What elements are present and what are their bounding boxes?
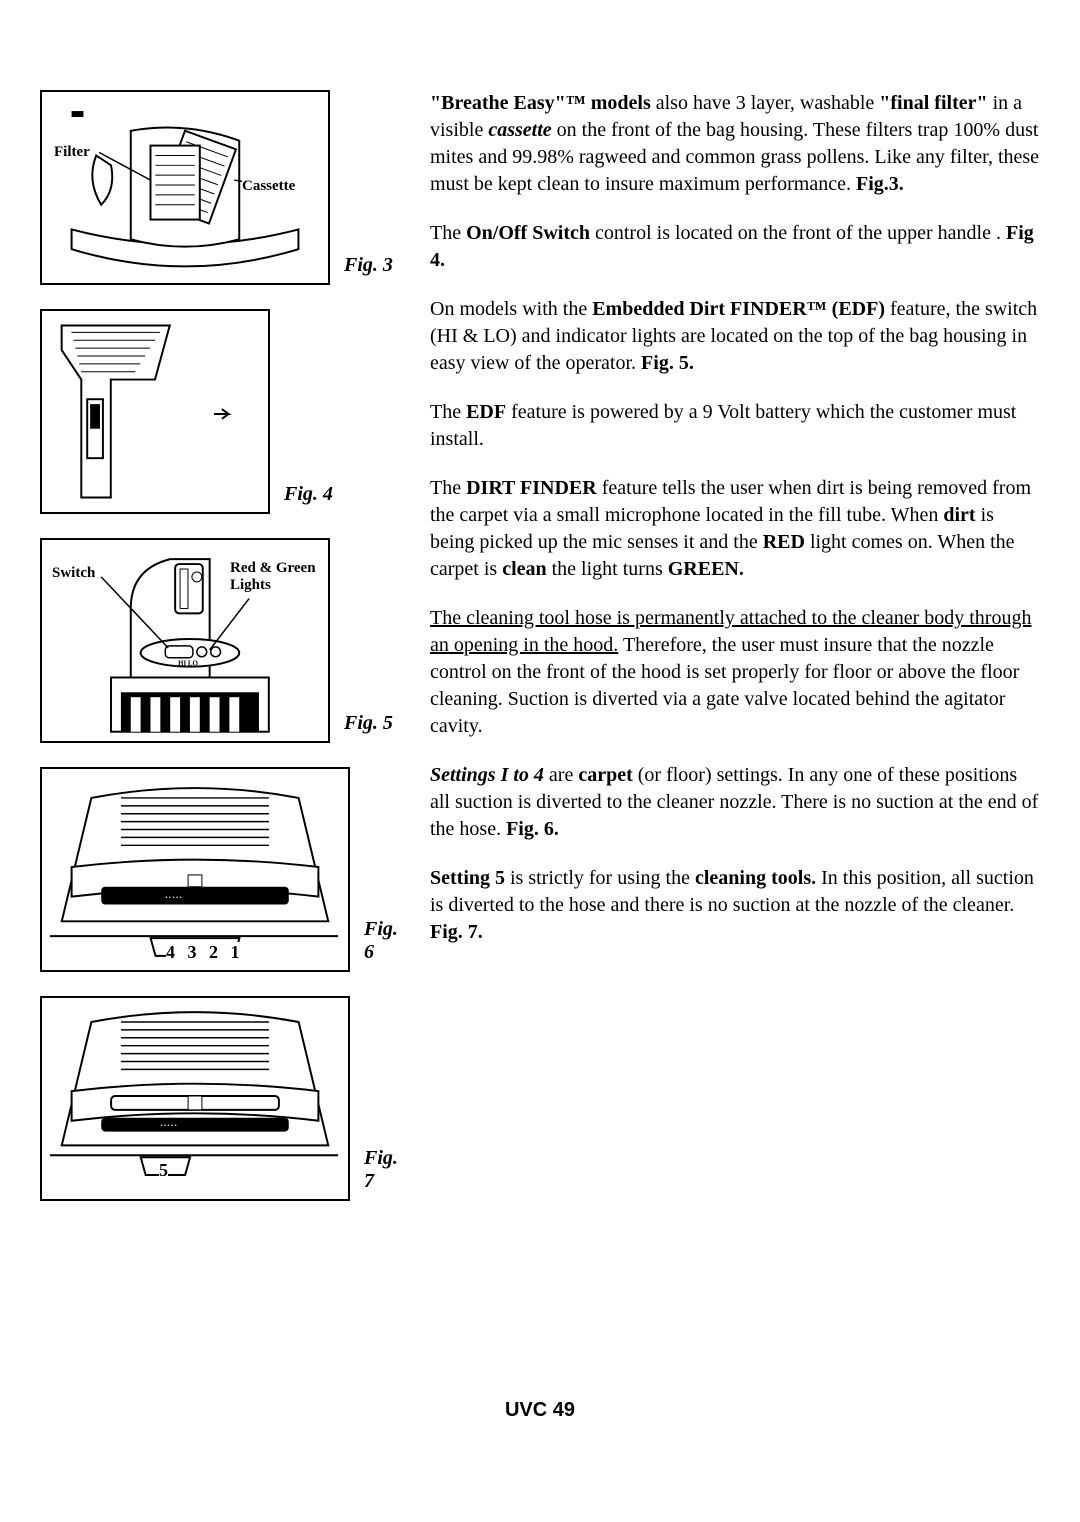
p8-b: is strictly for using the: [505, 867, 695, 889]
p5-green: GREEN.: [668, 558, 744, 580]
figure-7-svg: • • • • •: [42, 996, 348, 1201]
p8-tools: cleaning tools.: [695, 867, 816, 889]
p1-fig3: Fig.3.: [856, 173, 904, 195]
paragraph-3: On models with the Embedded Dirt FINDER™…: [430, 296, 1040, 377]
figure-5-box: HI LO Switch Red & Green Lights: [40, 538, 330, 743]
p1-text-b: also have 3 layer, washable: [651, 92, 880, 114]
figure-5-caption: Fig. 5: [344, 712, 393, 743]
figure-4-block: Fig. 4: [40, 309, 400, 514]
figure-3-filter-label: Filter: [54, 144, 90, 161]
svg-text:• • • • •: • • • • •: [160, 1124, 176, 1130]
p8-fig7: Fig. 7.: [430, 921, 483, 943]
figure-6-block: • • • • • 4 3 2 1 Fig. 6: [40, 767, 400, 972]
page-content: Filter Cassette Fig. 3: [40, 90, 1040, 1225]
paragraph-7: Settings I to 4 are carpet (or floor) se…: [430, 762, 1040, 843]
figure-3-block: Filter Cassette Fig. 3: [40, 90, 400, 285]
p7-carpet: carpet: [578, 764, 632, 786]
p1-final-filter: "final filter": [879, 92, 987, 114]
figure-4-box: [40, 309, 270, 514]
p5-dirtfinder: DIRT FINDER: [466, 477, 597, 499]
figure-7-caption: Fig. 7: [364, 1147, 400, 1201]
figure-7-setting-label: 5: [159, 1160, 168, 1181]
p3-edf: Embedded Dirt FINDER™ (EDF): [592, 298, 885, 320]
figure-5-block: HI LO Switch Red & Green Lights: [40, 538, 400, 743]
p5-dirt: dirt: [943, 504, 975, 526]
figure-3-cassette-label: Cassette: [242, 178, 295, 195]
paragraph-2: The On/Off Switch control is located on …: [430, 220, 1040, 274]
p5-clean: clean: [502, 558, 546, 580]
p2-a: The: [430, 222, 466, 244]
figure-6-caption: Fig. 6: [364, 918, 400, 972]
figure-6-box: • • • • • 4 3 2 1: [40, 767, 350, 972]
paragraph-1: "Breathe Easy"™ models also have 3 layer…: [430, 90, 1040, 198]
p2-c: control is located on the front of the u…: [590, 222, 1006, 244]
figure-4-caption: Fig. 4: [284, 483, 333, 514]
p3-fig5: Fig. 5.: [641, 352, 694, 374]
text-column: "Breathe Easy"™ models also have 3 layer…: [430, 90, 1040, 1225]
figure-5-lights-label: Red & Green Lights: [230, 560, 316, 593]
p3-a: On models with the: [430, 298, 592, 320]
p7-settings: Settings I to 4: [430, 764, 544, 786]
figure-5-switch-label: Switch: [52, 565, 95, 582]
p5-red: RED: [763, 531, 805, 553]
svg-text:• • • • •: • • • • •: [165, 896, 181, 902]
p1-breathe-easy: "Breathe Easy"™ models: [430, 92, 651, 114]
p2-onoff: On/Off Switch: [466, 222, 590, 244]
figure-7-block: • • • • • 5 Fig. 7: [40, 996, 400, 1201]
page-footer: UVC 49: [0, 1399, 1080, 1422]
paragraph-6: The cleaning tool hose is permanently at…: [430, 605, 1040, 740]
figure-3-caption: Fig. 3: [344, 254, 393, 285]
p5-a: The: [430, 477, 466, 499]
p7-fig6: Fig. 6.: [506, 818, 559, 840]
paragraph-5: The DIRT FINDER feature tells the user w…: [430, 475, 1040, 583]
figure-3-box: Filter Cassette: [40, 90, 330, 285]
figure-6-settings-label: 4 3 2 1: [166, 942, 244, 963]
p8-setting5: Setting 5: [430, 867, 505, 889]
p5-i: the light turns: [547, 558, 668, 580]
p7-b: are: [544, 764, 578, 786]
figures-column: Filter Cassette Fig. 3: [40, 90, 400, 1225]
paragraph-8: Setting 5 is strictly for using the clea…: [430, 865, 1040, 946]
p1-cassette: cassette: [488, 119, 551, 141]
figure-7-box: • • • • • 5: [40, 996, 350, 1201]
p4-a: The: [430, 401, 466, 423]
svg-text:HI LO: HI LO: [178, 661, 198, 668]
figure-4-svg: [42, 309, 268, 514]
paragraph-4: The EDF feature is powered by a 9 Volt b…: [430, 399, 1040, 453]
p4-c: feature is powered by a 9 Volt battery w…: [430, 401, 1016, 450]
p4-edf: EDF: [466, 401, 506, 423]
